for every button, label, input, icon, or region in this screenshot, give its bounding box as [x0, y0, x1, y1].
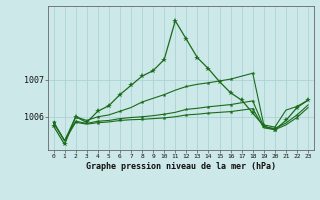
- X-axis label: Graphe pression niveau de la mer (hPa): Graphe pression niveau de la mer (hPa): [86, 162, 276, 171]
